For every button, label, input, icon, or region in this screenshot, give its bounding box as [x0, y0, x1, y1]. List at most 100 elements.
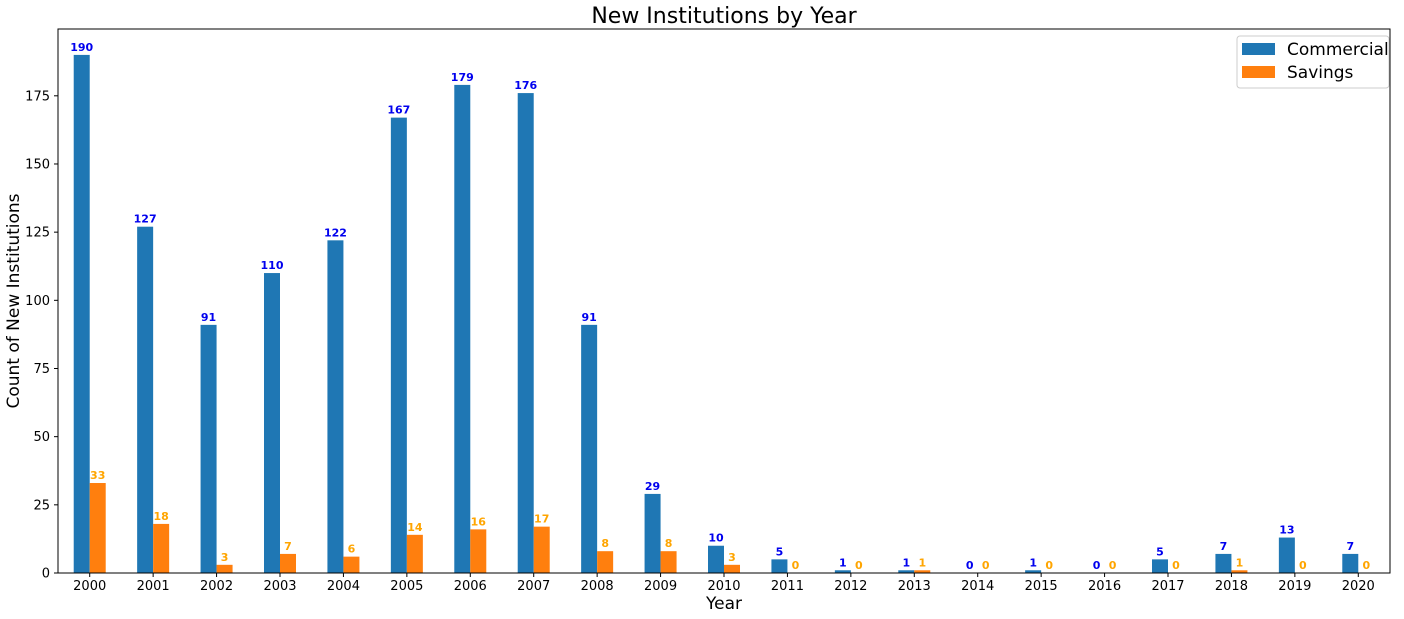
data-label-savings-2011: 0	[792, 559, 800, 572]
x-tick-label: 2008	[581, 579, 614, 594]
bar-savings-2005	[406, 534, 423, 573]
bar-commercial-2008	[581, 324, 598, 573]
bar-commercial-2007	[517, 93, 534, 573]
x-tick-label: 2016	[1088, 579, 1121, 594]
bar-savings-2018	[1231, 570, 1248, 573]
data-label-savings-2005: 14	[407, 521, 423, 534]
bar-commercial-2020	[1342, 553, 1359, 573]
legend-swatch-commercial	[1242, 43, 1275, 55]
bar-savings-2009	[660, 551, 677, 573]
data-label-savings-2008: 8	[601, 537, 609, 550]
bar-savings-2006	[470, 529, 487, 573]
data-label-commercial-2017: 5	[1156, 545, 1164, 558]
bar-commercial-2017	[1152, 559, 1168, 573]
data-label-commercial-2019: 13	[1279, 524, 1294, 537]
data-label-commercial-2001: 127	[134, 213, 157, 226]
bar-commercial-2018	[1215, 553, 1232, 573]
data-label-savings-2009: 8	[665, 537, 673, 550]
data-label-savings-2015: 0	[1045, 559, 1053, 572]
data-label-commercial-2015: 1	[1029, 556, 1037, 569]
x-tick-label: 2018	[1215, 579, 1248, 594]
y-axis-label: Count of New Institutions	[4, 193, 24, 408]
data-label-savings-2003: 7	[284, 540, 292, 553]
x-tick-label: 2001	[137, 579, 170, 594]
x-tick-label: 2020	[1342, 579, 1375, 594]
x-axis-ticks: 2000 2001 2002 2003 2004 2005 2006 2007 2008 2009…	[73, 573, 1375, 594]
data-labels-group: 1903312718913110712261671417916176179182…	[70, 41, 1370, 572]
bar-commercial-2015	[1025, 570, 1042, 573]
data-label-savings-2018: 1	[1236, 556, 1244, 569]
data-label-savings-2002: 3	[221, 551, 229, 564]
x-tick-label: 2007	[517, 579, 550, 594]
data-label-savings-2013: 1	[918, 556, 926, 569]
x-tick-label: 2003	[263, 579, 296, 594]
bar-savings-2003	[280, 553, 296, 573]
data-label-commercial-2012: 1	[839, 556, 847, 569]
x-tick-label: 2019	[1278, 579, 1311, 594]
data-label-savings-2016: 0	[1109, 559, 1117, 572]
plot-frame	[57, 28, 1391, 574]
y-tick-label: 175	[25, 89, 50, 104]
x-tick-label: 2009	[644, 579, 677, 594]
data-label-savings-2019: 0	[1299, 559, 1307, 572]
x-tick-label: 2005	[390, 579, 423, 594]
chart-title: New Institutions by Year	[591, 4, 857, 29]
data-label-savings-2001: 18	[153, 510, 168, 523]
x-tick-label: 2011	[771, 579, 804, 594]
data-label-commercial-2005: 167	[387, 104, 410, 117]
x-tick-label: 2010	[707, 579, 740, 594]
bar-commercial-2013	[898, 570, 915, 573]
legend-label-commercial: Commercial	[1287, 40, 1389, 60]
x-tick-label: 2000	[73, 579, 106, 594]
bar-savings-2008	[597, 551, 614, 573]
data-label-commercial-2008: 91	[581, 311, 596, 324]
bar-commercial-2006	[454, 84, 471, 573]
bar-commercial-2000	[73, 54, 90, 573]
data-label-commercial-2007: 176	[514, 79, 537, 92]
x-tick-label: 2006	[454, 579, 487, 594]
data-label-commercial-2006: 179	[451, 71, 474, 84]
legend: Commercial Savings	[1236, 35, 1390, 89]
bar-commercial-2002	[200, 324, 217, 573]
data-label-commercial-2011: 5	[776, 545, 784, 558]
data-label-commercial-2016: 0	[1093, 559, 1101, 572]
bar-savings-2001	[153, 523, 170, 573]
x-tick-label: 2012	[834, 579, 867, 594]
x-tick-label: 2002	[200, 579, 233, 594]
data-label-savings-2007: 17	[534, 513, 549, 526]
data-label-savings-2017: 0	[1172, 559, 1180, 572]
x-tick-label: 2013	[898, 579, 931, 594]
y-tick-label: 100	[25, 294, 50, 309]
data-label-commercial-2014: 0	[966, 559, 974, 572]
bar-savings-2010	[724, 564, 740, 573]
x-tick-label: 2015	[1025, 579, 1058, 594]
bar-savings-2000	[89, 483, 106, 573]
x-axis-label: Year	[705, 594, 742, 614]
bar-commercial-2010	[708, 545, 724, 573]
bar-commercial-2005	[390, 117, 407, 573]
bar-savings-2007	[533, 526, 550, 573]
x-tick-label: 2004	[327, 579, 360, 594]
data-label-savings-2006: 16	[471, 515, 487, 528]
bar-commercial-2019	[1278, 537, 1295, 573]
bar-commercial-2011	[771, 559, 788, 573]
y-tick-label: 50	[33, 430, 50, 445]
data-label-savings-2004: 6	[348, 543, 356, 556]
data-label-commercial-2018: 7	[1220, 540, 1228, 553]
data-label-commercial-2002: 91	[201, 311, 216, 324]
bar-commercial-2012	[834, 570, 851, 573]
data-label-savings-2020: 0	[1362, 559, 1370, 572]
bar-commercial-2009	[644, 493, 661, 573]
data-label-commercial-2000: 190	[70, 41, 93, 54]
y-tick-label: 25	[33, 498, 50, 513]
bars-group	[73, 54, 1359, 574]
data-label-commercial-2003: 110	[261, 259, 284, 272]
y-tick-label: 125	[25, 226, 50, 241]
data-label-savings-2014: 0	[982, 559, 990, 572]
x-tick-label: 2017	[1151, 579, 1184, 594]
y-tick-label: 150	[25, 157, 50, 172]
bar-savings-2002	[216, 564, 233, 573]
data-label-savings-2000: 33	[90, 469, 105, 482]
legend-swatch-savings	[1242, 66, 1275, 78]
